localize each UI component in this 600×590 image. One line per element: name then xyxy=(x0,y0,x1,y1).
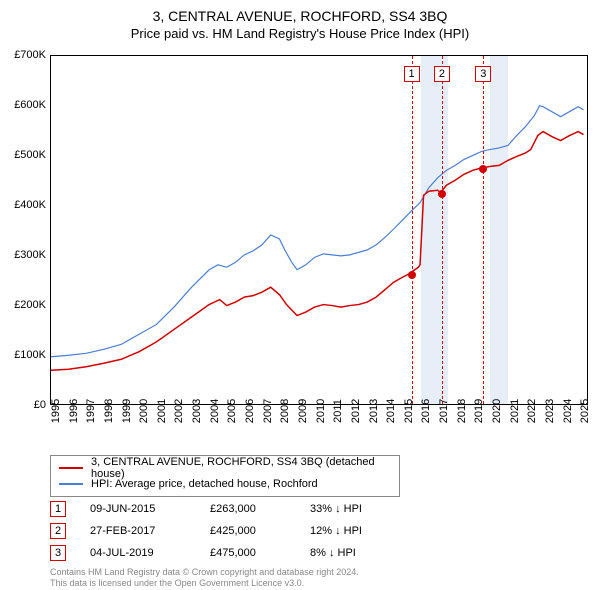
x-axis: 1995199619971998199920002001200220032004… xyxy=(50,405,588,455)
transaction-price: £425,000 xyxy=(210,525,310,537)
x-tick-label: 1995 xyxy=(50,399,62,423)
y-tick-label: £600K xyxy=(14,99,46,111)
transaction-row-badge: 2 xyxy=(50,523,66,539)
transaction-date: 04-JUL-2019 xyxy=(90,547,210,559)
transaction-badge: 3 xyxy=(475,66,491,82)
x-tick-label: 2004 xyxy=(209,399,221,423)
transaction-table: 1 09-JUN-2015£263,00033% ↓ HPI 2 27-FEB-201… xyxy=(50,498,410,564)
transaction-diff: 8% ↓ HPI xyxy=(310,547,410,559)
transaction-marker xyxy=(438,190,446,198)
transaction-row: 2 27-FEB-2017£425,00012% ↓ HPI xyxy=(50,520,410,542)
legend-label-property: 3, CENTRAL AVENUE, ROCHFORD, SS4 3BQ (de… xyxy=(91,456,391,480)
x-tick-label: 1997 xyxy=(85,399,97,423)
transaction-diff: 33% ↓ HPI xyxy=(310,503,410,515)
transaction-vline xyxy=(412,56,413,404)
x-tick-label: 2008 xyxy=(279,399,291,423)
y-tick-label: £0 xyxy=(34,399,46,411)
chart-svg xyxy=(51,56,587,404)
legend: 3, CENTRAL AVENUE, ROCHFORD, SS4 3BQ (de… xyxy=(50,455,400,497)
legend-row-property: 3, CENTRAL AVENUE, ROCHFORD, SS4 3BQ (de… xyxy=(59,460,391,476)
transaction-row: 1 09-JUN-2015£263,00033% ↓ HPI xyxy=(50,498,410,520)
chart-title-address: 3, CENTRAL AVENUE, ROCHFORD, SS4 3BQ xyxy=(0,8,600,24)
transaction-row-badge: 3 xyxy=(50,545,66,561)
y-axis: £0£100K£200K£300K£400K£500K£600K£700K xyxy=(0,55,50,405)
x-tick-label: 2001 xyxy=(156,399,168,423)
attribution-line2: This data is licensed under the Open Gov… xyxy=(50,578,359,589)
y-tick-label: £500K xyxy=(14,149,46,161)
legend-label-hpi: HPI: Average price, detached house, Roch… xyxy=(91,478,318,490)
y-tick-label: £400K xyxy=(14,199,46,211)
chart-plot-area: 12 3 xyxy=(50,55,588,405)
x-tick-label: 2011 xyxy=(332,399,344,423)
x-tick-label: 2019 xyxy=(473,399,485,423)
x-tick-label: 2014 xyxy=(385,399,397,423)
x-tick-label: 2000 xyxy=(138,399,150,423)
y-tick-label: £200K xyxy=(14,299,46,311)
y-tick-label: £300K xyxy=(14,249,46,261)
x-tick-label: 2016 xyxy=(420,399,432,423)
x-tick-label: 2003 xyxy=(191,399,203,423)
transaction-marker xyxy=(479,165,487,173)
x-tick-label: 2020 xyxy=(491,399,503,423)
x-tick-label: 2012 xyxy=(350,399,362,423)
x-tick-label: 2006 xyxy=(244,399,256,423)
x-tick-label: 2017 xyxy=(438,399,450,423)
legend-swatch-property xyxy=(59,467,83,469)
x-tick-label: 2013 xyxy=(368,399,380,423)
transaction-price: £475,000 xyxy=(210,547,310,559)
y-tick-label: £700K xyxy=(14,49,46,61)
x-tick-label: 2023 xyxy=(544,399,556,423)
chart-subtitle: Price paid vs. HM Land Registry's House … xyxy=(0,26,600,41)
transaction-date: 27-FEB-2017 xyxy=(90,525,210,537)
transaction-row: 3 04-JUL-2019£475,0008% ↓ HPI xyxy=(50,542,410,564)
x-tick-label: 2009 xyxy=(297,399,309,423)
x-tick-label: 2024 xyxy=(562,399,574,423)
transaction-date: 09-JUN-2015 xyxy=(90,503,210,515)
attribution: Contains HM Land Registry data © Crown c… xyxy=(50,567,359,589)
transaction-vline xyxy=(483,56,484,404)
x-tick-label: 1996 xyxy=(68,399,80,423)
x-tick-label: 1998 xyxy=(103,399,115,423)
transaction-marker xyxy=(408,271,416,279)
transaction-vline xyxy=(442,56,443,404)
x-tick-label: 2025 xyxy=(579,399,591,423)
transaction-badge: 2 xyxy=(434,66,450,82)
transaction-badge: 1 xyxy=(404,66,420,82)
series-line xyxy=(51,132,583,371)
x-tick-label: 2005 xyxy=(226,399,238,423)
x-tick-label: 2002 xyxy=(173,399,185,423)
legend-swatch-hpi xyxy=(59,483,83,485)
attribution-line1: Contains HM Land Registry data © Crown c… xyxy=(50,567,359,578)
y-tick-label: £100K xyxy=(14,349,46,361)
x-tick-label: 2015 xyxy=(403,399,415,423)
x-tick-label: 2022 xyxy=(526,399,538,423)
series-line xyxy=(51,106,583,357)
transaction-diff: 12% ↓ HPI xyxy=(310,525,410,537)
transaction-row-badge: 1 xyxy=(50,501,66,517)
x-tick-label: 2010 xyxy=(315,399,327,423)
x-tick-label: 2018 xyxy=(456,399,468,423)
x-tick-label: 2007 xyxy=(262,399,274,423)
transaction-price: £263,000 xyxy=(210,503,310,515)
x-tick-label: 1999 xyxy=(121,399,133,423)
x-tick-label: 2021 xyxy=(509,399,521,423)
